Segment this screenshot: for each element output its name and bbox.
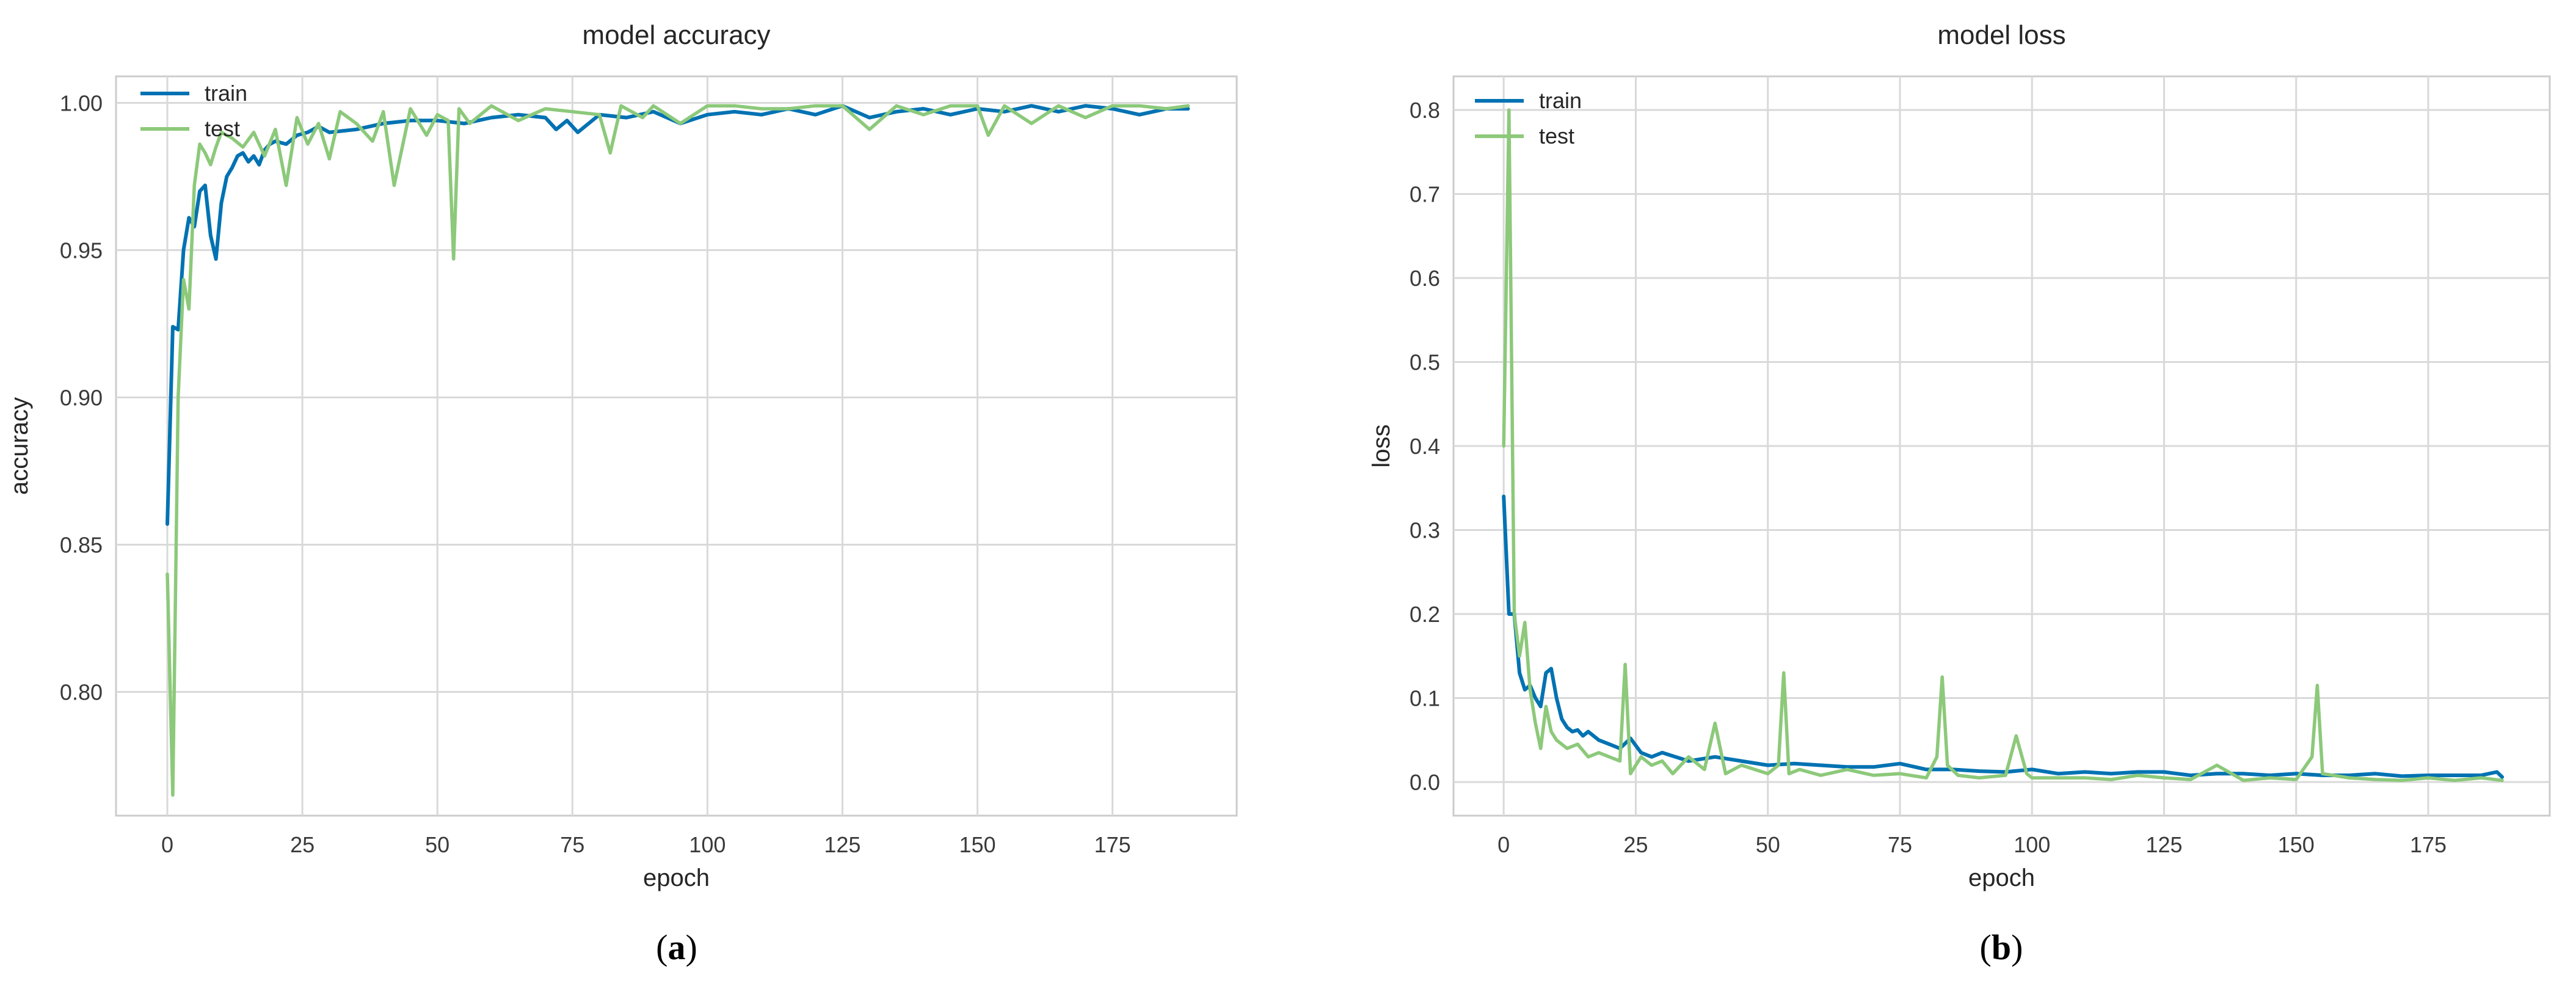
caption-close-paren: ) <box>686 927 697 967</box>
legend-label-train: train <box>205 81 247 106</box>
caption-letter: a <box>668 927 686 967</box>
y-tick-label: 0.80 <box>60 680 103 705</box>
y-tick-label: 1.00 <box>60 90 103 115</box>
caption-open-paren: ( <box>656 927 668 967</box>
panel-caption: (a) <box>656 927 697 967</box>
plot-area <box>115 75 1238 817</box>
x-tick-label: 0 <box>1497 832 1510 857</box>
y-tick-label: 0.3 <box>1410 518 1440 543</box>
y-tick-label: 0.85 <box>60 532 103 557</box>
x-tick-label: 175 <box>1094 832 1131 857</box>
y-tick-label: 0.1 <box>1410 686 1440 711</box>
y-tick-label: 0.0 <box>1410 770 1440 795</box>
x-tick-label: 175 <box>2410 832 2447 857</box>
x-tick-label: 25 <box>1623 832 1648 857</box>
chart-panel-accuracy: 0 25 50 75 100 125 150 175 0.80 0.85 0.90 0.95 1.00 m… <box>6 20 1238 967</box>
caption-letter: b <box>1992 927 2011 967</box>
legend: train test <box>1475 88 1582 148</box>
x-tick-label: 100 <box>689 832 726 857</box>
x-tick-label: 75 <box>1888 832 1912 857</box>
y-tick-label: 0.95 <box>60 238 103 263</box>
y-tick-label: 0.8 <box>1410 98 1440 123</box>
legend: train test <box>140 81 247 141</box>
x-tick-label: 100 <box>2014 832 2050 857</box>
panel-caption: (b) <box>1980 927 2023 967</box>
x-tick-label: 125 <box>824 832 860 857</box>
y-tick-label: 0.2 <box>1410 602 1440 627</box>
x-tick-label: 50 <box>425 832 449 857</box>
legend-label-test: test <box>1539 123 1574 148</box>
caption-close-paren: ) <box>2011 927 2023 967</box>
x-tick-label: 50 <box>1756 832 1780 857</box>
y-axis-label: accuracy <box>6 397 33 495</box>
y-tick-label: 0.90 <box>60 385 103 410</box>
x-axis-label: epoch <box>643 865 710 891</box>
legend-label-test: test <box>205 116 240 141</box>
x-tick-label: 150 <box>959 832 995 857</box>
x-tick-label: 75 <box>560 832 584 857</box>
x-tick-label: 0 <box>161 832 173 857</box>
series-line-test <box>166 104 1190 797</box>
x-axis-label: epoch <box>1968 865 2035 891</box>
chart-title: model accuracy <box>582 20 770 50</box>
y-tick-label: 0.4 <box>1410 434 1440 459</box>
legend-label-train: train <box>1539 88 1582 113</box>
x-tick-label: 125 <box>2145 832 2182 857</box>
caption-open-paren: ( <box>1980 927 1992 967</box>
y-tick-label: 0.5 <box>1410 350 1440 375</box>
chart-panel-loss: 0 25 50 75 100 125 150 175 0.0 0.1 0.2 0.3 0.4 0.5 0.6… <box>1368 20 2551 967</box>
x-tick-label: 25 <box>290 832 315 857</box>
x-tick-label: 150 <box>2278 832 2315 857</box>
series-line-train <box>1502 494 2505 779</box>
y-axis-label: loss <box>1368 424 1395 467</box>
series-line-train <box>166 104 1190 526</box>
series-line-test <box>1502 108 2504 783</box>
chart-title: model loss <box>1937 20 2065 50</box>
y-tick-label: 0.7 <box>1410 182 1440 207</box>
y-tick-label: 0.6 <box>1410 266 1440 291</box>
